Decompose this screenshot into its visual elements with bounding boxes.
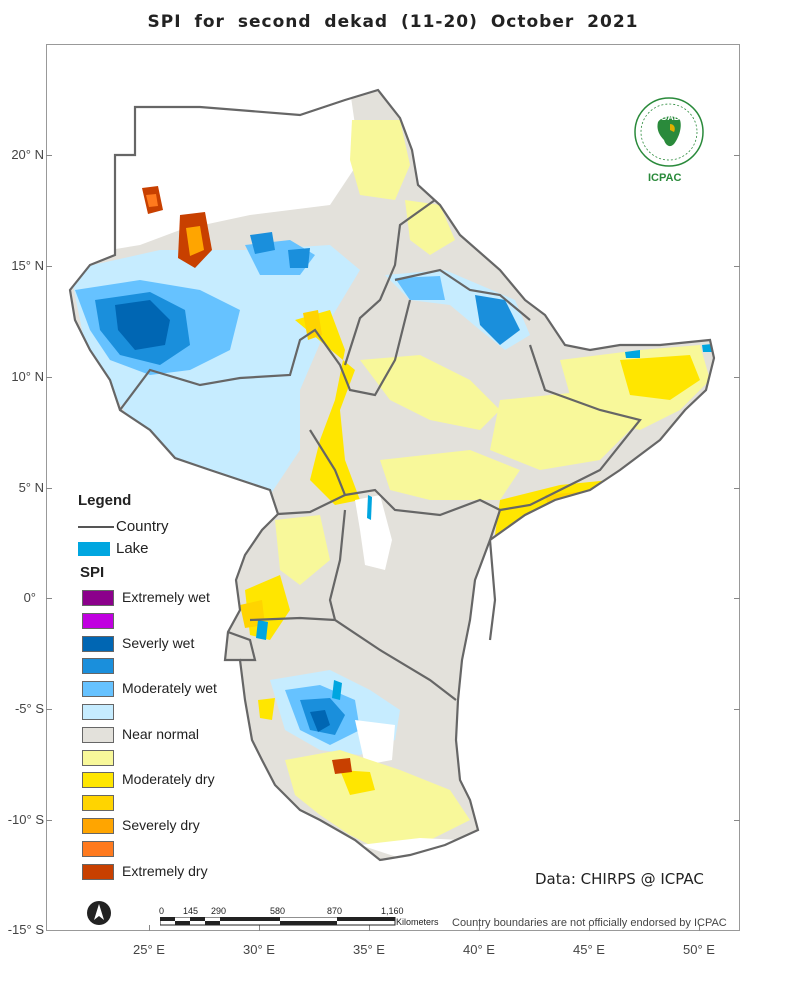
lat-label: 15° N [11, 258, 44, 273]
spi-class-label: Moderately dry [122, 771, 215, 788]
igad-seal-icon: IGAD [634, 97, 704, 167]
spi-class-label: Near normal [122, 725, 200, 742]
spi-swatch [82, 590, 114, 606]
lon-label: 25° E [133, 942, 165, 957]
lon-label: 40° E [463, 942, 495, 957]
scale-tick: 870 [327, 906, 343, 916]
lakes [256, 344, 712, 700]
icpac-label: ICPAC [648, 172, 682, 184]
igad-logo: IGAD [630, 96, 708, 168]
spi-swatch [82, 840, 114, 857]
legend-lake-row: Lake [78, 540, 149, 557]
spi-swatch [82, 704, 114, 720]
lat-label: -15° S [7, 922, 44, 937]
data-credit: Data: CHIRPS @ ICPAC [535, 870, 704, 888]
spi-swatch [82, 772, 114, 789]
lon-label: 45° E [573, 942, 605, 957]
lat-label: -5° S [14, 701, 44, 716]
scale-bar-graphic [160, 917, 396, 926]
lon-label: 50° E [683, 942, 715, 957]
lon-label: 35° E [353, 942, 385, 957]
lat-label: -10° S [7, 812, 44, 827]
country-line-symbol [78, 526, 114, 529]
lat-label: 0° [23, 590, 36, 605]
legend-country-row: Country [78, 518, 169, 535]
endorsement-note: Country boundaries are not officially en… [452, 917, 727, 929]
spi-class-label: Severly wet [122, 634, 195, 651]
lat-label: 20° N [11, 147, 44, 162]
scale-tick: 290 [211, 906, 227, 916]
spi-class-label: Moderately wet [122, 680, 217, 697]
spi-swatch [82, 818, 114, 834]
spi-swatch [82, 795, 114, 812]
country-label: Country [116, 518, 169, 535]
country-boundaries [68, 88, 716, 862]
scale-tick: 0 [159, 906, 165, 916]
scale-tick: 580 [270, 906, 286, 916]
dry-hotspots [142, 186, 352, 774]
lake-swatch [78, 542, 110, 557]
scale-tick: 1,160 [381, 906, 404, 916]
north-arrow-icon [87, 901, 111, 925]
lat-label: 5° N [18, 480, 44, 495]
spi-swatch [82, 635, 114, 652]
spi-class-label: Extremely dry [122, 862, 208, 879]
lon-label: 30° E [243, 942, 275, 957]
map-title: SPI for second dekad (11-20) October 202… [147, 12, 639, 32]
spi-swatch [82, 749, 114, 766]
spi-swatch [82, 726, 114, 743]
svg-text:IGAD: IGAD [658, 112, 681, 122]
spi-swatch [82, 612, 114, 629]
scale-tick: 145 [183, 906, 199, 916]
spi-title: SPI [80, 564, 105, 581]
spi-class-label: Extremely wet [122, 589, 210, 605]
lake-label: Lake [116, 540, 149, 557]
scale-unit: Kilometers [396, 917, 439, 927]
legend-heading: Legend [78, 492, 132, 509]
spi-swatch [82, 658, 114, 675]
lat-label: 10° N [11, 369, 44, 384]
spi-swatch [82, 681, 114, 698]
spi-class-label: Severely dry [122, 817, 200, 833]
spi-swatch [82, 863, 114, 880]
